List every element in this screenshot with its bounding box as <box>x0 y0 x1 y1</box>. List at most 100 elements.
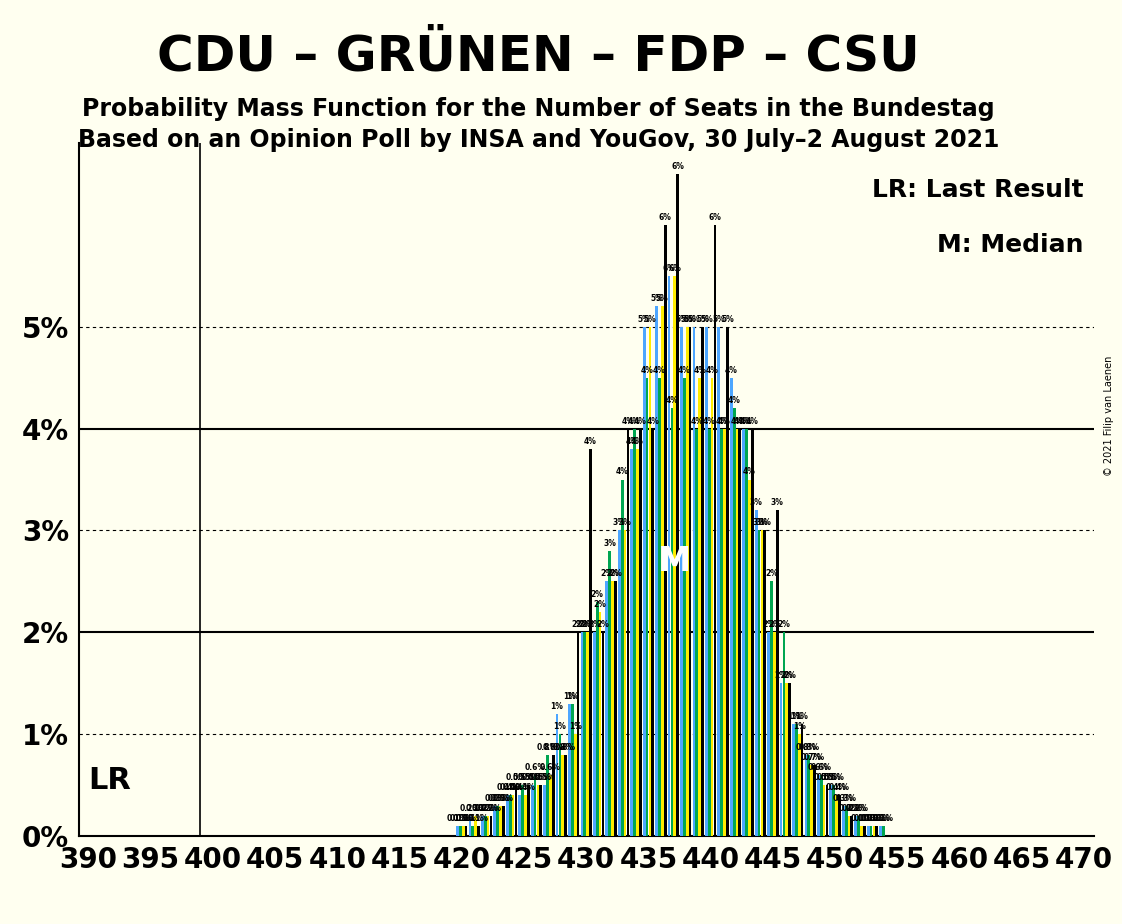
Bar <box>755 510 757 836</box>
Bar <box>620 480 624 836</box>
Bar <box>524 796 527 836</box>
Bar <box>649 327 651 836</box>
Bar <box>808 755 810 836</box>
Text: 3%: 3% <box>758 518 771 528</box>
Text: 4%: 4% <box>743 468 756 477</box>
Text: 1%: 1% <box>565 692 579 700</box>
Text: 0.3%: 0.3% <box>490 794 511 803</box>
Bar <box>696 429 698 836</box>
Bar <box>842 806 845 836</box>
Bar <box>763 530 766 836</box>
Bar <box>580 632 583 836</box>
Bar <box>785 684 788 836</box>
Text: 6%: 6% <box>708 213 721 222</box>
Bar <box>571 704 573 836</box>
Text: 4%: 4% <box>718 417 732 426</box>
Bar <box>801 724 803 836</box>
Bar <box>599 612 601 836</box>
Text: 2%: 2% <box>765 569 778 578</box>
Text: 2%: 2% <box>588 620 601 629</box>
Bar <box>724 429 726 836</box>
Text: 1%: 1% <box>795 712 809 721</box>
Text: 0.8%: 0.8% <box>543 743 563 751</box>
Bar <box>692 327 696 836</box>
Text: 3%: 3% <box>618 518 632 528</box>
Bar <box>810 765 813 836</box>
Text: 4%: 4% <box>628 417 641 426</box>
Text: 0.1%: 0.1% <box>873 814 894 823</box>
Bar <box>813 765 816 836</box>
Bar <box>549 775 552 836</box>
Bar <box>854 816 857 836</box>
Text: 5%: 5% <box>681 314 693 323</box>
Text: M: M <box>657 544 691 578</box>
Text: 0.6%: 0.6% <box>808 763 829 772</box>
Text: 6%: 6% <box>671 162 684 171</box>
Bar <box>870 826 873 836</box>
Bar <box>822 785 826 836</box>
Text: 0.4%: 0.4% <box>829 784 849 793</box>
Bar <box>555 714 559 836</box>
Bar <box>659 378 661 836</box>
Text: 2%: 2% <box>609 569 622 578</box>
Text: 0.2%: 0.2% <box>848 804 870 813</box>
Bar <box>626 429 629 836</box>
Text: 2%: 2% <box>762 620 775 629</box>
Text: 0.5%: 0.5% <box>527 773 549 783</box>
Text: 4%: 4% <box>690 417 703 426</box>
Text: M: Median: M: Median <box>937 234 1084 257</box>
Bar <box>487 816 489 836</box>
Text: Probability Mass Function for the Number of Seats in the Bundestag: Probability Mass Function for the Number… <box>82 97 995 121</box>
Text: 0.8%: 0.8% <box>555 743 577 751</box>
Text: 4%: 4% <box>665 396 679 405</box>
Text: 3%: 3% <box>613 518 626 528</box>
Text: 4%: 4% <box>734 417 746 426</box>
Text: 0.2%: 0.2% <box>472 804 493 813</box>
Bar <box>633 429 636 836</box>
Bar <box>861 826 863 836</box>
Text: 0.2%: 0.2% <box>459 804 480 813</box>
Bar <box>792 724 794 836</box>
Text: 4%: 4% <box>693 366 706 374</box>
Bar <box>534 775 536 836</box>
Bar <box>577 632 579 836</box>
Text: 0.1%: 0.1% <box>854 814 875 823</box>
Bar <box>484 816 487 836</box>
Text: 3%: 3% <box>771 498 783 507</box>
Bar <box>726 327 729 836</box>
Bar <box>489 816 493 836</box>
Bar <box>677 174 679 836</box>
Bar <box>499 806 502 836</box>
Bar <box>552 755 554 836</box>
Bar <box>638 429 642 836</box>
Bar <box>465 826 468 836</box>
Bar <box>522 785 524 836</box>
Bar <box>847 816 850 836</box>
Text: 2%: 2% <box>571 620 585 629</box>
Text: CDU – GRÜNEN – FDP – CSU: CDU – GRÜNEN – FDP – CSU <box>157 32 920 80</box>
Text: 0.7%: 0.7% <box>804 753 825 761</box>
Text: 0.2%: 0.2% <box>842 804 863 813</box>
Text: 4%: 4% <box>641 366 653 374</box>
Text: Based on an Opinion Poll by INSA and YouGov, 30 July–2 August 2021: Based on an Opinion Poll by INSA and You… <box>77 128 1000 152</box>
Bar <box>655 306 657 836</box>
Text: 2%: 2% <box>774 672 788 680</box>
Text: 1%: 1% <box>793 723 806 731</box>
Bar <box>481 816 484 836</box>
Bar <box>631 449 633 836</box>
Bar <box>857 816 859 836</box>
Text: 2%: 2% <box>597 620 609 629</box>
Bar <box>494 806 496 836</box>
Bar <box>698 378 701 836</box>
Bar <box>835 796 838 836</box>
Text: 5%: 5% <box>651 294 663 303</box>
Text: 0.1%: 0.1% <box>462 814 484 823</box>
Text: 0.5%: 0.5% <box>512 773 533 783</box>
Bar <box>661 306 664 836</box>
Bar <box>636 449 638 836</box>
Text: 0.2%: 0.2% <box>478 804 498 813</box>
Bar <box>457 826 459 836</box>
Text: 4%: 4% <box>631 437 644 446</box>
Text: 0.4%: 0.4% <box>515 784 536 793</box>
Text: 0.1%: 0.1% <box>850 814 872 823</box>
